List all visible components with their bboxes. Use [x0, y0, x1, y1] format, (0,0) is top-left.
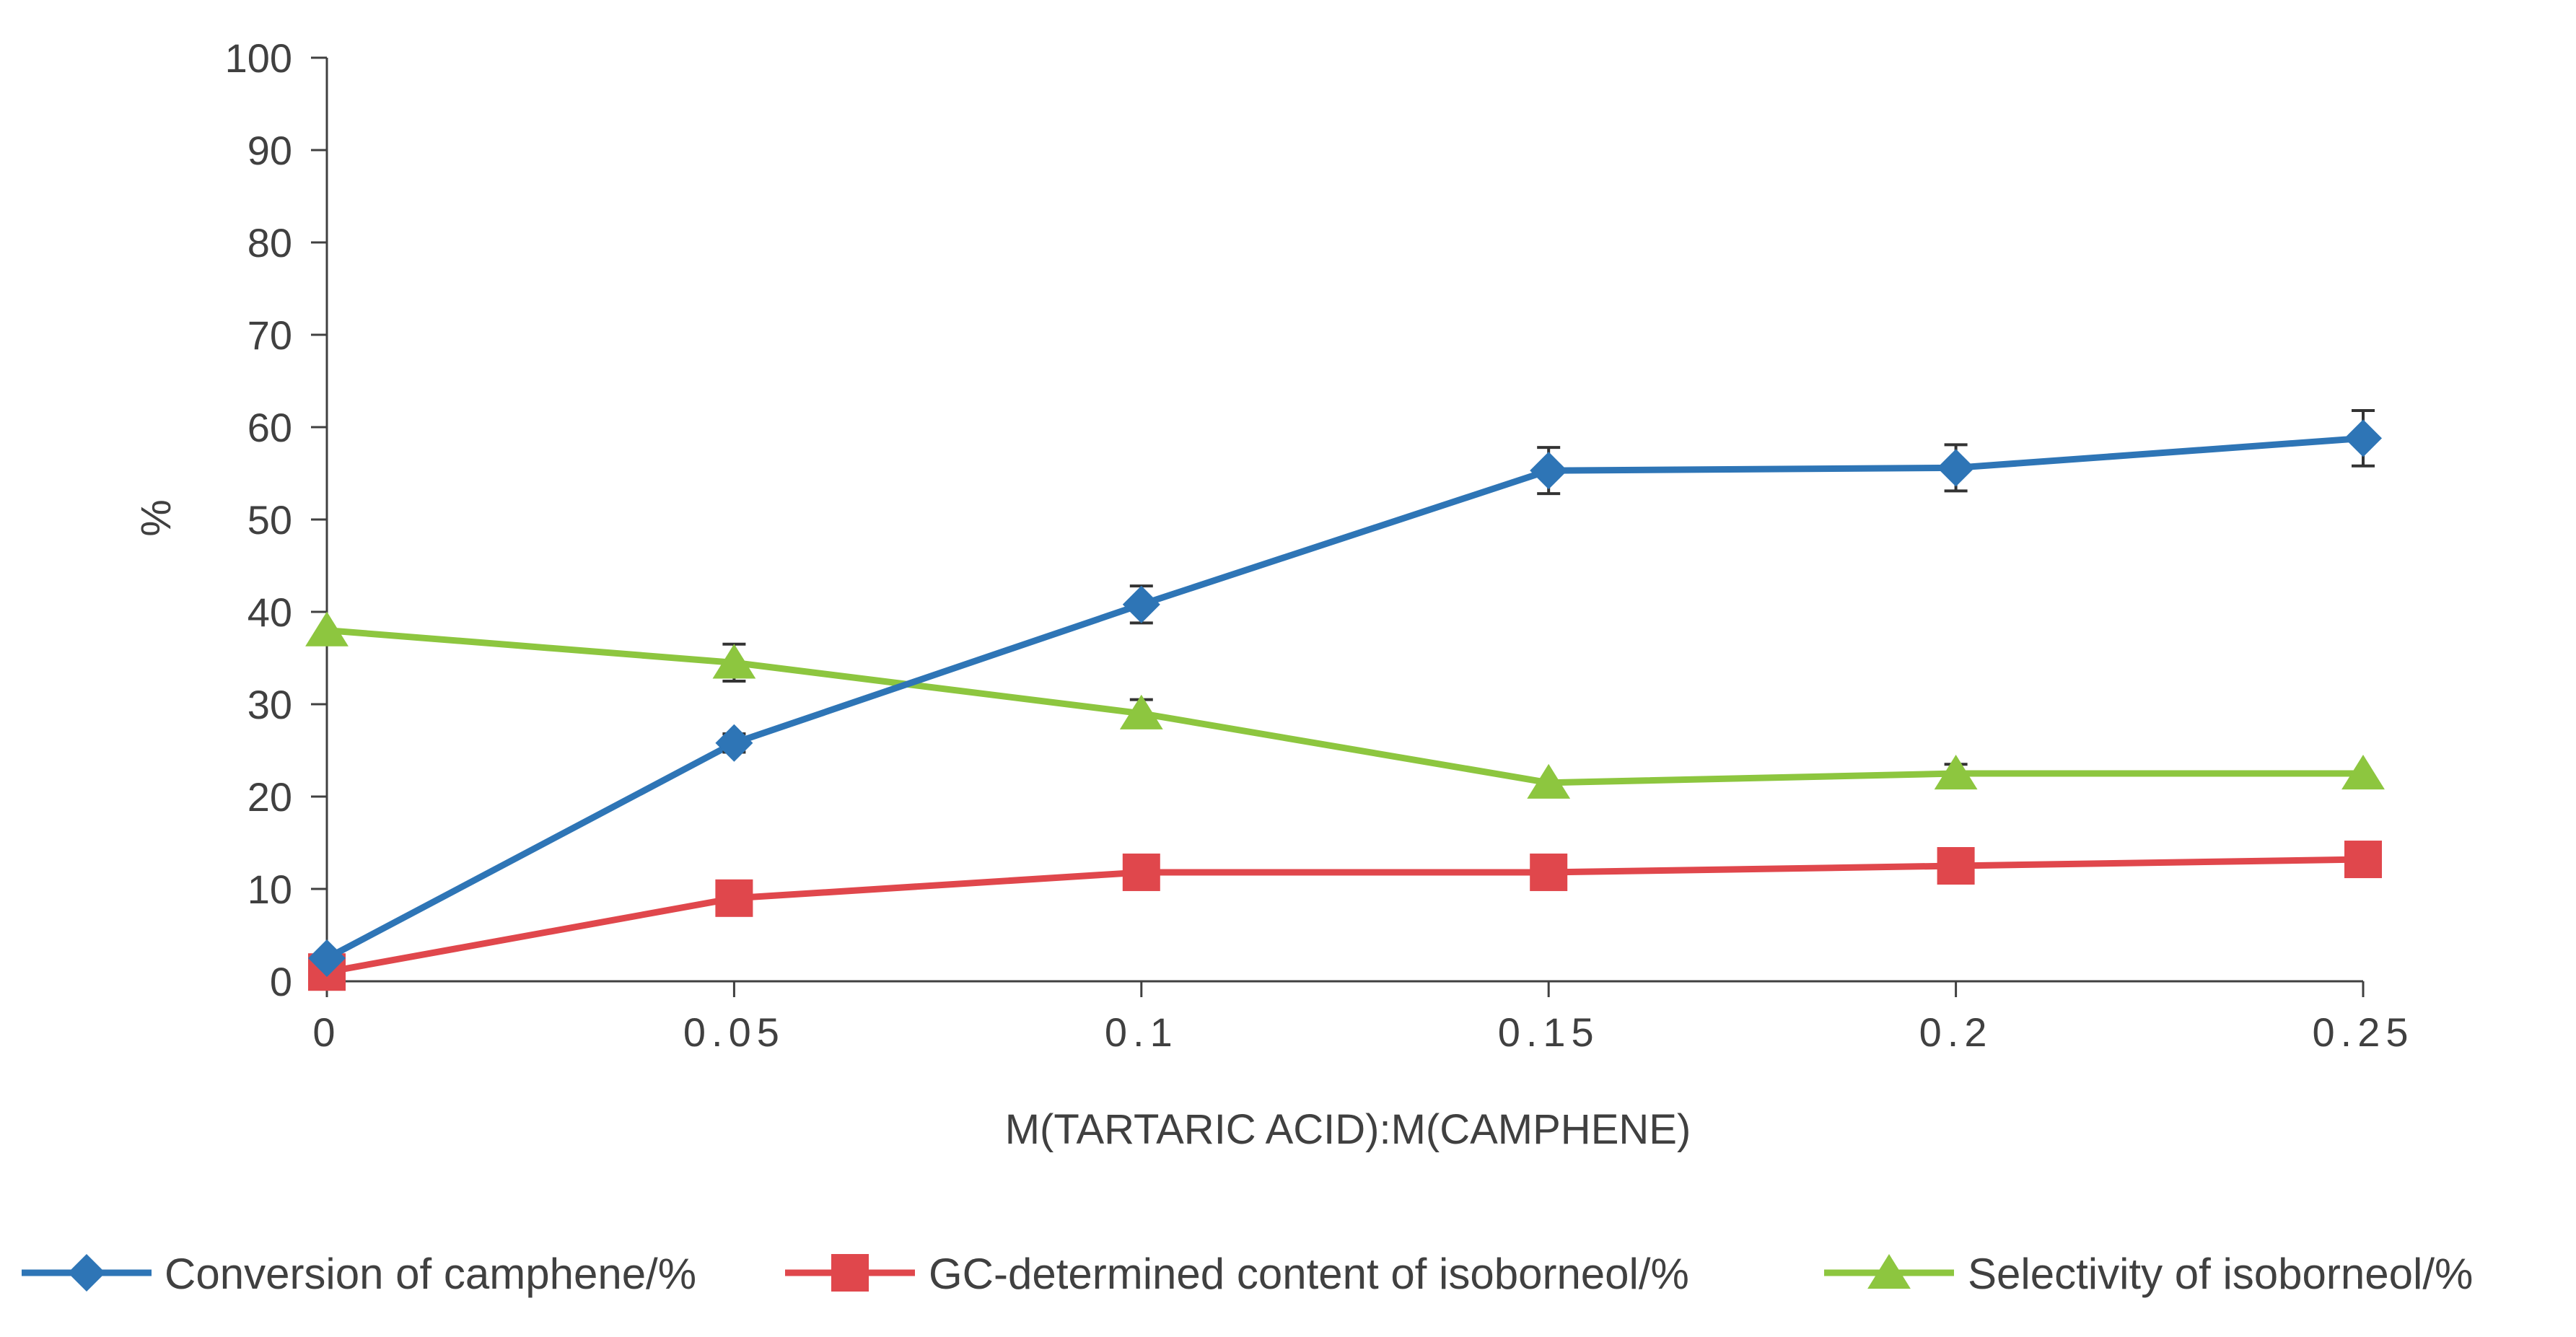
legend-item: Conversion of camphene/%: [22, 1250, 696, 1298]
y-tick-label: 20: [247, 774, 292, 820]
data-point: [2344, 841, 2382, 879]
data-point: [2341, 755, 2385, 790]
y-axis: 0 10 20 30 40 50 60 70 80 90 100: [225, 35, 328, 1004]
series-line: [326, 627, 2363, 786]
x-tick-label: 0.15: [1498, 1009, 1600, 1055]
legend-label: GC-determined content of isoborneol/%: [929, 1250, 1689, 1298]
data-point: [1122, 585, 1160, 623]
y-tick-label: 100: [225, 35, 292, 81]
data-point: [1119, 694, 1163, 729]
x-tick-label: 0.2: [1919, 1009, 1993, 1055]
data-point: [1527, 763, 1571, 799]
data-point: [1530, 452, 1568, 490]
legend-marker: [1867, 1254, 1911, 1289]
data-point: [2344, 419, 2382, 457]
data-point: [1937, 449, 1975, 487]
data-point: [305, 611, 349, 646]
y-tick-label: 70: [247, 312, 292, 358]
legend-label: Selectivity of isoborneol/%: [1968, 1250, 2473, 1298]
x-tick-label: 0.05: [683, 1009, 785, 1055]
x-tick-label: 0.1: [1105, 1009, 1178, 1055]
x-tick-label: 0: [312, 1009, 341, 1055]
legend-item: GC-determined content of isoborneol/%: [785, 1250, 1689, 1298]
series-layer: [305, 408, 2385, 991]
y-tick-label: 40: [247, 589, 292, 635]
data-point: [1122, 853, 1160, 891]
x-axis: 0 0.05 0.1 0.15 0.2 0.25: [312, 980, 2414, 1055]
data-point: [1937, 847, 1975, 885]
legend-label: Conversion of camphene/%: [165, 1250, 696, 1298]
legend-marker: [68, 1254, 105, 1292]
series-2: [308, 841, 2382, 991]
x-tick-label: 0.25: [2313, 1009, 2414, 1055]
series-3: [305, 611, 2385, 799]
y-tick-label: 60: [247, 405, 292, 450]
legend-item: Selectivity of isoborneol/%: [1824, 1250, 2473, 1298]
y-tick-label: 80: [247, 220, 292, 266]
data-point: [1530, 853, 1568, 891]
data-point: [1934, 755, 1978, 790]
data-point: [715, 879, 753, 917]
y-tick-label: 10: [247, 867, 292, 912]
data-point: [308, 939, 346, 977]
legend: Conversion of camphene/% GC-determined co…: [22, 1250, 2473, 1298]
data-point: [712, 644, 756, 679]
series-1: [308, 408, 2382, 977]
y-tick-label: 50: [247, 497, 292, 543]
legend-marker: [831, 1254, 869, 1292]
data-point: [715, 724, 753, 762]
series-line: [326, 856, 2364, 976]
y-tick-label: 90: [247, 128, 292, 173]
y-tick-label: 30: [247, 682, 292, 727]
y-tick-label: 0: [270, 959, 292, 1004]
y-axis-title: %: [133, 499, 180, 537]
series-line: [325, 434, 2364, 961]
x-axis-title: M(TARTARIC ACID):M(CAMPHENE): [1005, 1106, 1691, 1153]
